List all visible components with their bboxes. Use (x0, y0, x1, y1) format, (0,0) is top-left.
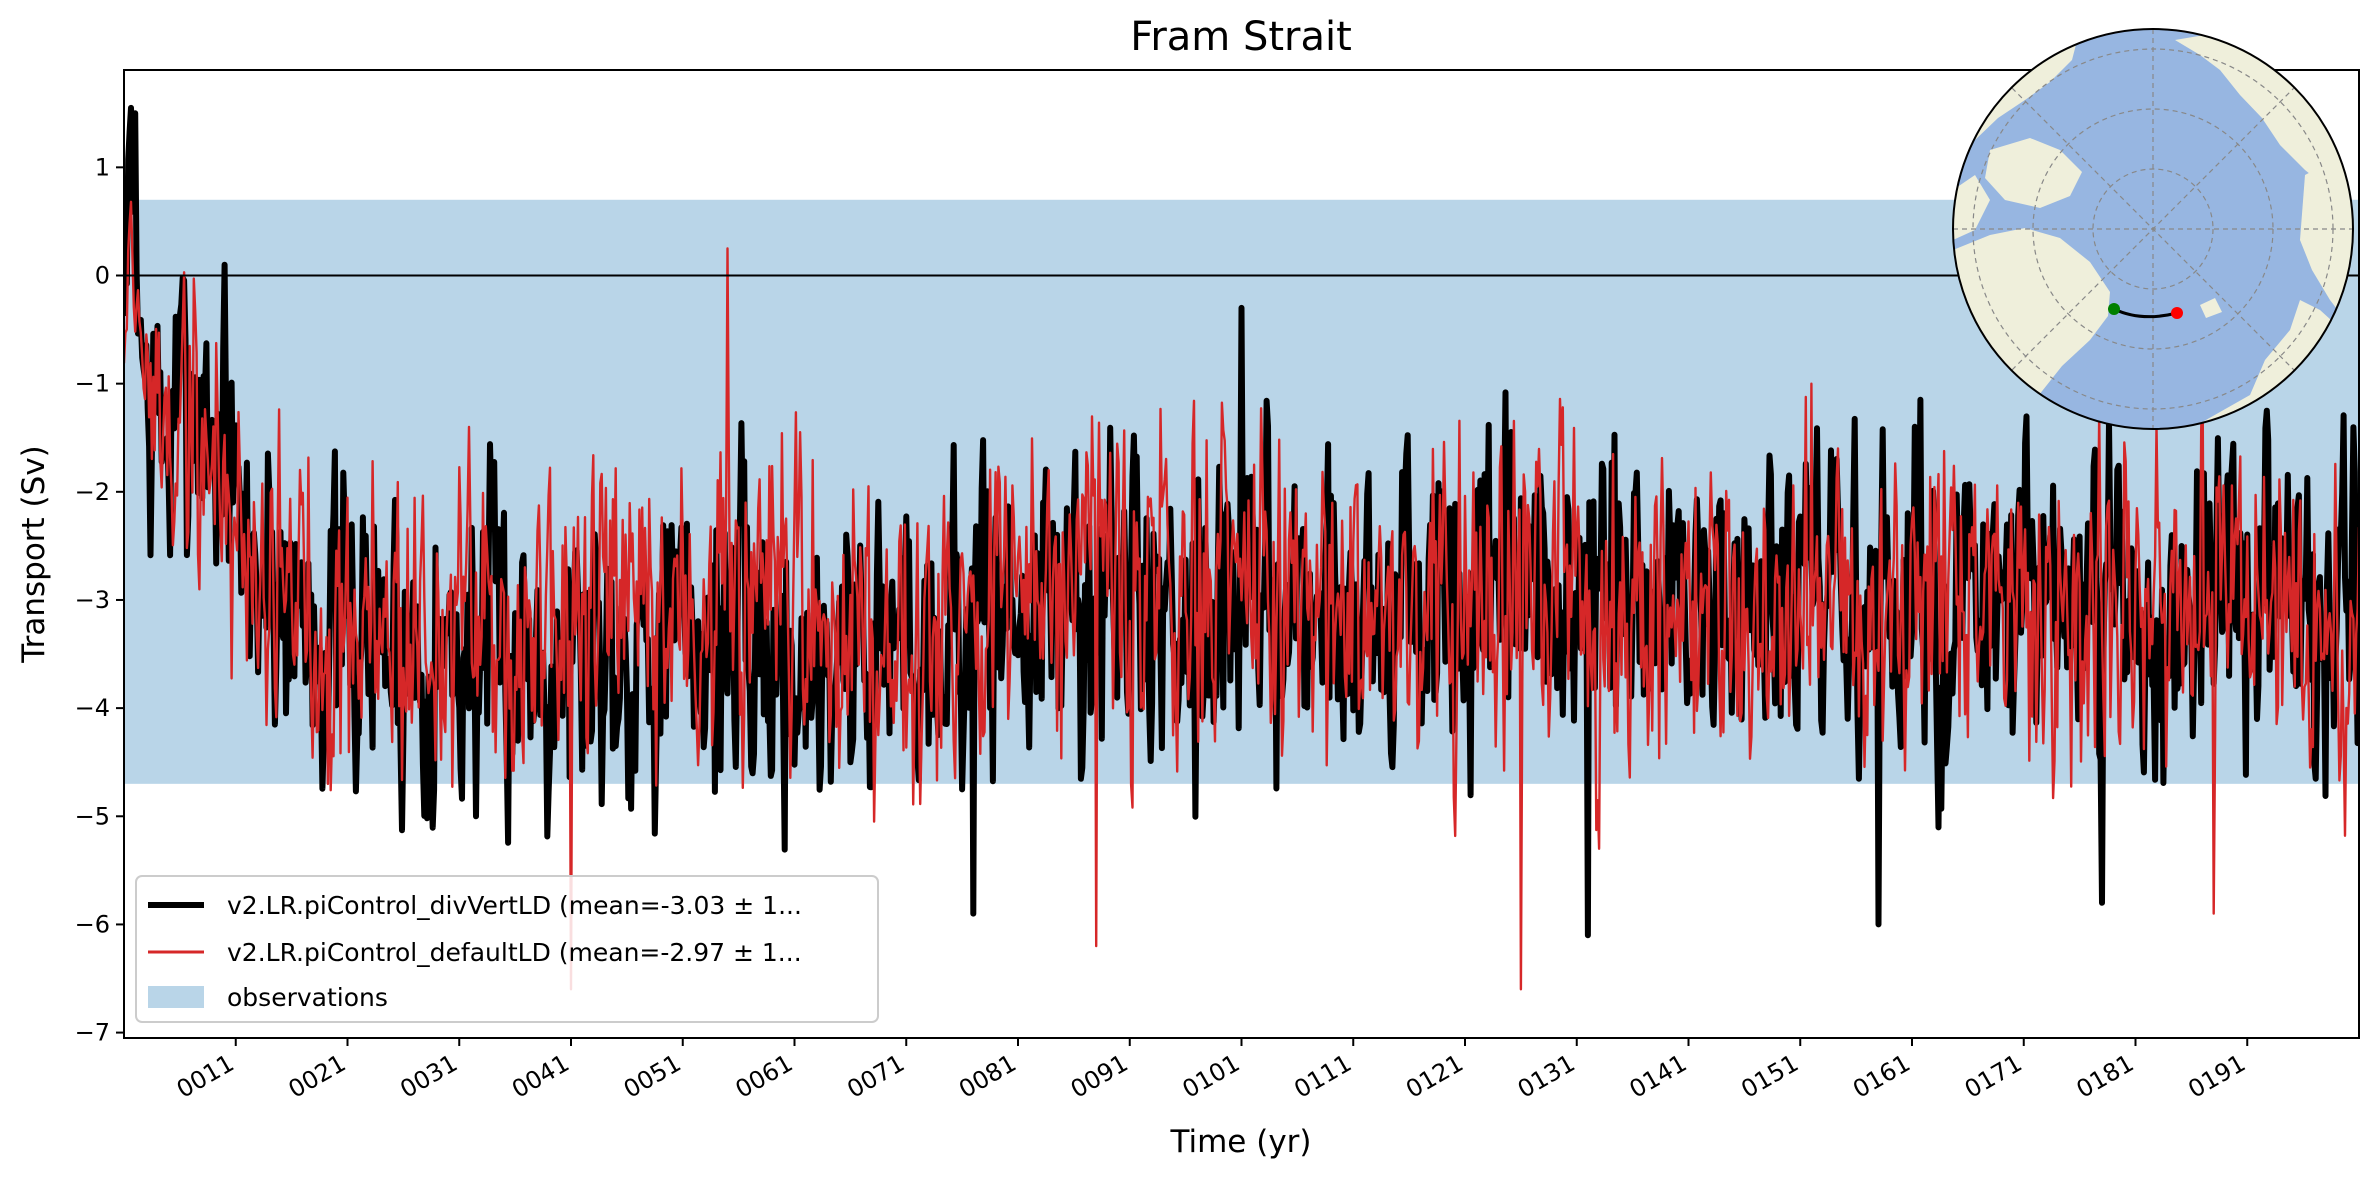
y-axis-label: Transport (Sv) (16, 445, 52, 664)
y-tick-label: 1 (95, 153, 110, 181)
x-tick-label: 0101 (1178, 1049, 1245, 1104)
y-tick-label: −4 (75, 694, 110, 722)
x-tick-label: 0121 (1401, 1049, 1468, 1104)
x-tick-label: 0061 (731, 1049, 798, 1104)
x-tick-label: 0031 (395, 1049, 462, 1104)
section-end-marker (2171, 307, 2183, 319)
y-axis-ticks: 1 0 −1 −2 −3 −4 −5 −6 −7 (75, 153, 124, 1047)
legend: v2.LR.piControl_divVertLD (mean=-3.03 ± … (135, 875, 879, 1023)
x-axis-label: Time (yr) (1170, 1124, 1312, 1160)
map-graticule (1953, 29, 2353, 429)
x-tick-label: 0151 (1736, 1049, 1803, 1104)
x-tick-label: 0131 (1513, 1049, 1580, 1104)
legend-label-observations: observations (227, 983, 388, 1012)
legend-label-series-1: v2.LR.piControl_divVertLD (mean=-3.03 ± … (227, 891, 802, 920)
y-tick-label: 0 (95, 261, 110, 289)
x-tick-label: 0071 (842, 1049, 909, 1104)
x-tick-label: 0141 (1625, 1049, 1692, 1104)
north-polar-map-icon (1952, 28, 2354, 430)
x-tick-label: 0081 (954, 1049, 1021, 1104)
legend-swatch-observations (148, 986, 204, 1008)
map-land-svalbard (2200, 298, 2222, 318)
x-tick-label: 0041 (507, 1049, 574, 1104)
legend-box (135, 875, 879, 1023)
series-layer (124, 104, 2359, 991)
x-tick-label: 0051 (619, 1049, 686, 1104)
x-tick-label: 0161 (1848, 1049, 1915, 1104)
x-tick-label: 0171 (1960, 1049, 2027, 1104)
x-tick-label: 0091 (1066, 1049, 1133, 1104)
x-tick-label: 0011 (172, 1049, 239, 1104)
map-border (1952, 28, 2354, 430)
map-land-arctic-islands (1985, 138, 2082, 208)
y-tick-label: −1 (75, 370, 110, 398)
chart-title: Fram Strait (1130, 14, 1352, 60)
x-axis-ticks: 0011 0021 0031 0041 0051 0061 0071 0081 0091 0101… (172, 1038, 2250, 1104)
y-tick-label: −3 (75, 586, 110, 614)
series-line-2 (124, 200, 2359, 991)
x-tick-label: 0021 (284, 1049, 351, 1104)
y-tick-label: −7 (75, 1019, 110, 1047)
map-land-baffin (1953, 175, 1990, 240)
series-line-1 (124, 104, 2359, 939)
legend-label-series-2: v2.LR.piControl_defaultLD (mean=-2.97 ± … (227, 938, 802, 967)
x-tick-label: 0191 (2183, 1049, 2250, 1104)
y-tick-label: −2 (75, 478, 110, 506)
y-tick-label: −5 (75, 802, 110, 830)
section-start-marker (2108, 303, 2120, 315)
y-tick-label: −6 (75, 910, 110, 938)
x-tick-label: 0111 (1289, 1049, 1356, 1104)
x-tick-label: 0181 (2072, 1049, 2139, 1104)
map-land-asia (2300, 150, 2353, 330)
